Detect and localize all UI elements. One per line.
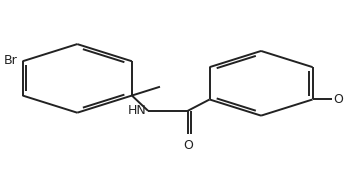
Text: O: O: [333, 93, 343, 106]
Text: O: O: [183, 139, 193, 152]
Text: HN: HN: [127, 104, 146, 117]
Text: Br: Br: [4, 54, 17, 67]
